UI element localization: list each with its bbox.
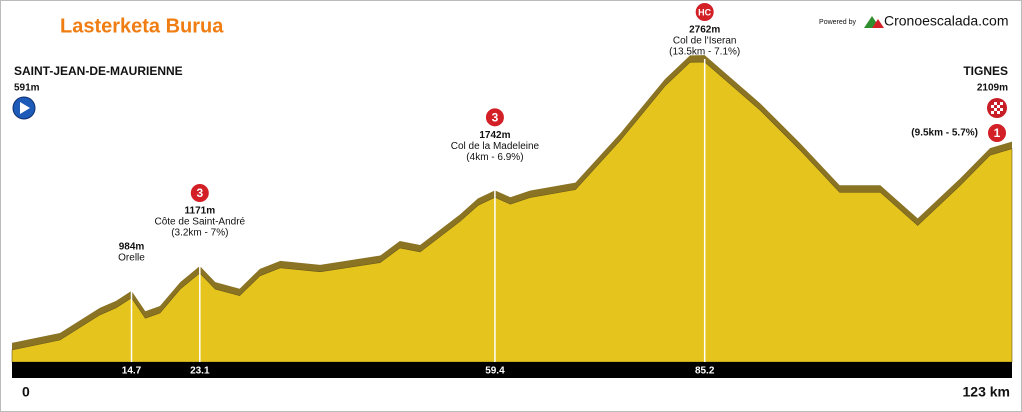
category-badge [693, 1, 716, 23]
x-tick-label: 85.2 [695, 366, 715, 377]
start-elevation: 591m [14, 83, 40, 94]
annotation-elevation: 984m [119, 241, 145, 252]
annotation-elevation: 1171m [185, 206, 216, 217]
x-tick-label: 23.1 [190, 366, 210, 377]
annotation-elevation: 2762m [689, 25, 720, 36]
x-tick-label: 123 km [963, 384, 1010, 400]
annotation-name: Côte de Saint-André [154, 217, 245, 228]
annotation-name: Col de l'Iseran [673, 36, 737, 47]
finish-name: TIGNES [963, 64, 1008, 78]
annotation-elevation: 1742m [479, 130, 510, 141]
finish-icon [987, 98, 1007, 118]
annotation-name: Orelle [118, 252, 145, 263]
category-badge [188, 182, 211, 205]
category-label: HC [698, 7, 711, 17]
annotation-detail: (3.2km - 7%) [171, 228, 228, 239]
annotation-detail: (13.5km - 7.1%) [669, 47, 740, 58]
annotation-detail: (4km - 6.9%) [466, 152, 523, 163]
finish-detail: (9.5km - 5.7%) [911, 128, 978, 139]
start-name: SAINT-JEAN-DE-MAURIENNE [14, 64, 183, 78]
credit: Powered by [819, 19, 856, 26]
finish-elevation: 2109m [977, 83, 1008, 94]
profile-area [11, 61, 1013, 363]
start-icon [12, 96, 36, 120]
brand-logo [864, 16, 884, 28]
category-badge [483, 106, 506, 129]
category-label: 3 [196, 186, 203, 200]
axis-band [12, 362, 1012, 378]
brand: Cronoescalada.com [884, 13, 1009, 29]
annotation-name: Col de la Madeleine [451, 141, 540, 152]
x-tick-label: 0 [22, 384, 30, 400]
x-tick-label: 59.4 [485, 366, 505, 377]
chart-title: Lasterketa Burua [60, 15, 224, 37]
finish-badge [986, 122, 1008, 144]
finish-category: 1 [994, 126, 1001, 140]
category-label: 3 [492, 110, 499, 124]
x-tick-label: 14.7 [122, 366, 142, 377]
